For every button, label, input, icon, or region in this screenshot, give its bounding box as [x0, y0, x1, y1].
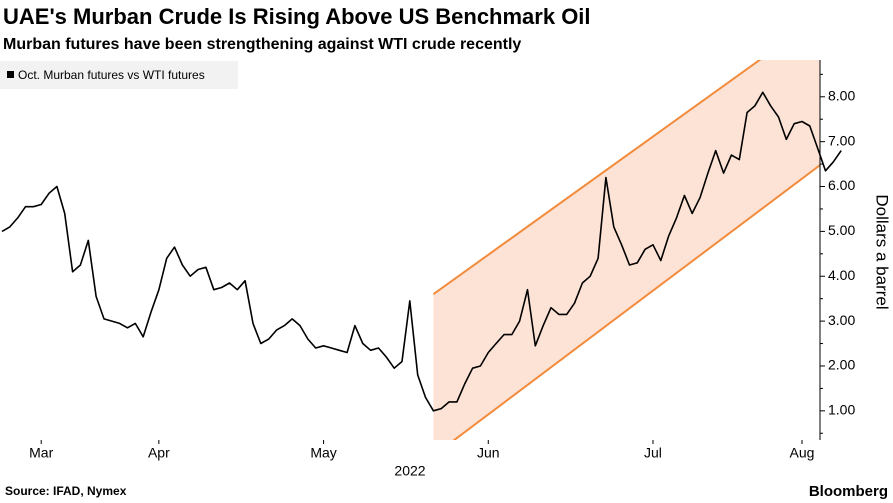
x-tick-label: May	[310, 445, 336, 461]
channel-upper	[432, 60, 762, 296]
x-tick-label: Aug	[790, 445, 815, 461]
y-tick-label: 5.00	[828, 222, 855, 238]
chart-subtitle: Murban futures have been strengthening a…	[3, 36, 521, 53]
legend-label: Oct. Murban futures vs WTI futures	[18, 68, 205, 82]
channel	[432, 60, 820, 440]
y-axis-label: Dollars a barrel	[873, 194, 892, 309]
x-tick-label: Mar	[29, 445, 53, 461]
chart-title: UAE's Murban Crude Is Rising Above US Be…	[3, 4, 591, 29]
x-tick-label: Jul	[644, 445, 662, 461]
source: Source: IFAD, Nymex	[5, 484, 127, 498]
brand: Bloomberg	[809, 483, 888, 500]
y-tick-label: 1.00	[828, 402, 855, 418]
x-tick-label: Apr	[148, 445, 170, 461]
series-line	[1, 91, 842, 412]
channel-area	[433, 60, 820, 440]
y-tick-label: 7.00	[828, 132, 855, 148]
x-tick-label: Jun	[477, 445, 500, 461]
y-tick-label: 2.00	[828, 357, 855, 373]
y-tick-label: 4.00	[828, 267, 855, 283]
channel-lower	[452, 163, 820, 440]
legend-box	[0, 61, 238, 89]
y-tick-label: 8.00	[828, 87, 855, 103]
y-tick-label: 3.00	[828, 312, 855, 328]
x-axis-year: 2022	[394, 463, 425, 479]
y-tick-label: 6.00	[828, 177, 855, 193]
legend-swatch	[7, 71, 14, 78]
